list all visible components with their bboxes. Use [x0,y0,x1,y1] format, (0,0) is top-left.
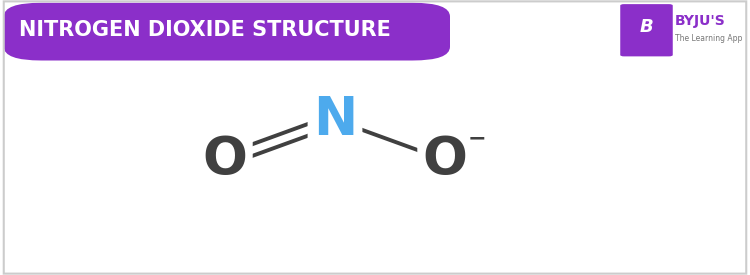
Text: The Learning App: The Learning App [675,34,742,43]
Text: O: O [202,134,248,186]
Text: BYJU'S: BYJU'S [675,14,726,28]
Text: NITROGEN DIOXIDE STRUCTURE: NITROGEN DIOXIDE STRUCTURE [19,20,391,40]
Text: O: O [422,134,467,186]
Text: −: − [468,128,486,148]
Text: B: B [640,18,653,37]
Text: N: N [313,94,357,146]
